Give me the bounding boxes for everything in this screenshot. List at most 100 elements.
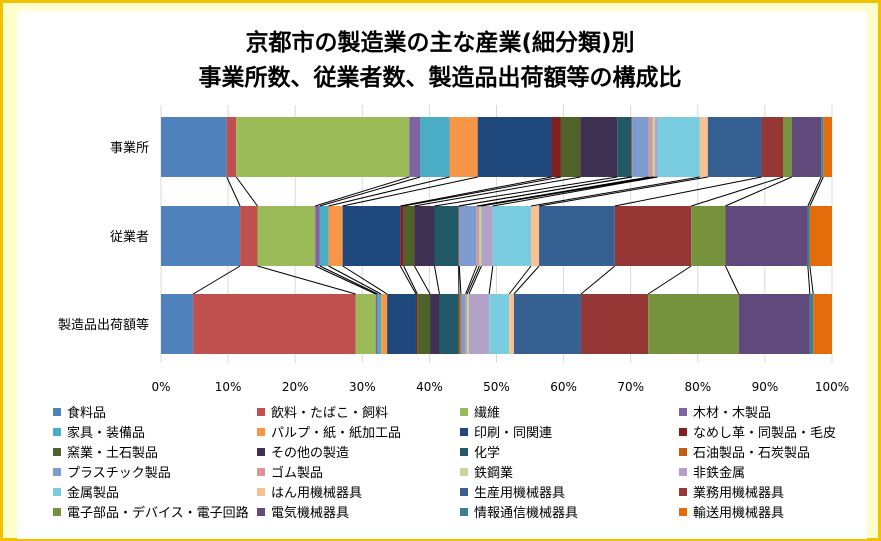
legend-label: 窯業・土石製品: [67, 445, 158, 461]
bar-segment: [560, 117, 581, 177]
legend-swatch: [460, 468, 468, 476]
bar-segment: [430, 294, 440, 354]
x-tick-label: 30%: [349, 380, 376, 394]
bar-segment: [459, 206, 477, 266]
series-line: [508, 265, 532, 295]
series-line: [468, 265, 482, 295]
legend-label: プラスチック製品: [67, 466, 171, 481]
series-line: [399, 265, 417, 295]
bar-segment: [648, 117, 653, 177]
series-line: [488, 265, 494, 295]
legend-swatch: [679, 408, 687, 416]
series-line: [466, 265, 480, 295]
bar-segment: [477, 117, 552, 177]
bar-segment: [791, 117, 822, 177]
legend-swatch: [53, 468, 61, 476]
legend-label: 情報通信機械器具: [474, 506, 578, 521]
bar-segment: [458, 206, 460, 266]
legend-label: 化学: [474, 445, 500, 461]
legend-swatch: [53, 428, 61, 436]
bar-segment: [315, 206, 320, 266]
bar-segment: [809, 206, 832, 266]
chart-title-line: 京都市の製造業の主な産業(細分類)別: [245, 29, 634, 56]
category-label: 事業所: [110, 140, 149, 156]
series-line: [580, 265, 616, 295]
legend-label: 生産用機械器具: [474, 485, 565, 501]
bar-segment: [257, 206, 316, 266]
bar-segment: [414, 206, 435, 266]
series-line: [328, 265, 382, 295]
bar-segment: [417, 294, 431, 354]
x-tick-label: 40%: [416, 380, 443, 394]
x-tick-label: 50%: [483, 380, 510, 394]
legend-swatch: [257, 408, 265, 416]
series-line: [257, 265, 356, 295]
bar-segment: [492, 206, 532, 266]
bar-segment: [387, 294, 416, 354]
series-line: [538, 176, 708, 207]
legend-label: 電子部品・デバイス・電子回路: [67, 505, 249, 521]
bar-segment: [161, 294, 194, 354]
series-line: [807, 176, 822, 207]
legend-label: 繊維: [474, 405, 500, 421]
bar-segment: [460, 294, 466, 354]
legend-swatch: [460, 448, 468, 456]
series-line: [192, 265, 241, 295]
series-line: [725, 176, 792, 207]
series-line: [458, 265, 462, 295]
bar-segment: [654, 117, 658, 177]
series-line: [226, 176, 241, 207]
bar-segment: [809, 294, 814, 354]
legend-label: 非鉄金属: [693, 465, 745, 481]
series-line: [403, 176, 562, 207]
bar-segment: [821, 117, 824, 177]
series-line: [328, 176, 450, 207]
series-line: [400, 176, 552, 207]
legend-swatch: [679, 428, 687, 436]
bar-segment: [551, 117, 561, 177]
bar-segment: [513, 294, 582, 354]
series-line: [314, 265, 376, 295]
bar-segment: [400, 206, 404, 266]
bar-segment: [381, 294, 388, 354]
legend-label: 石油製品・石炭製品: [693, 446, 810, 461]
legend-swatch: [53, 448, 61, 456]
legend-label: 印刷・同関連: [474, 426, 552, 441]
legend-swatch: [257, 448, 265, 456]
series-line: [724, 265, 740, 295]
series-line: [614, 176, 762, 207]
series-line: [459, 176, 633, 207]
bar-segment: [652, 117, 655, 177]
bar-segment: [355, 294, 376, 354]
legend-swatch: [460, 428, 468, 436]
legend-label: 業務用機械器具: [693, 485, 784, 501]
bar-segment: [161, 117, 227, 177]
legend-label: 食料品: [67, 405, 106, 421]
series-line: [513, 265, 540, 295]
bar-segment: [823, 117, 832, 177]
series-line: [403, 265, 418, 295]
legend-swatch: [53, 488, 61, 496]
legend-label: 輸送用機械器具: [693, 506, 784, 521]
bar-segment: [631, 117, 633, 177]
bar-segment: [699, 117, 708, 177]
bar-segment: [161, 206, 241, 266]
x-tick-label: 20%: [282, 380, 309, 394]
legend-swatch: [257, 468, 265, 476]
legend-swatch: [679, 468, 687, 476]
series-line: [342, 265, 388, 295]
bar-segment: [415, 294, 418, 354]
legend-swatch: [460, 508, 468, 516]
bar-segment: [193, 294, 356, 354]
category-label: 従業者: [110, 229, 149, 245]
bar-segment: [434, 206, 459, 266]
bar-segment: [691, 206, 726, 266]
bar-segment: [761, 117, 784, 177]
legend-swatch: [257, 488, 265, 496]
x-tick-label: 10%: [215, 380, 242, 394]
series-line: [647, 265, 692, 295]
legend-swatch: [679, 508, 687, 516]
chart-title-line: 事業所数、従業者数、製造品出荷額等の構成比: [199, 64, 682, 91]
bar-segment: [813, 294, 832, 354]
